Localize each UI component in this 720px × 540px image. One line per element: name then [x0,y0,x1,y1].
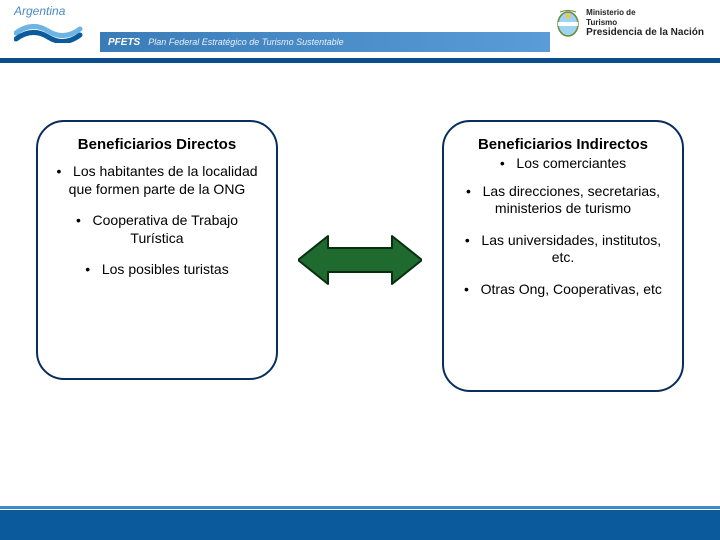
bidirectional-arrow [298,230,422,290]
left-box-directos: Beneficiarios Directos Los habitantes de… [36,120,278,380]
left-item-1: Los habitantes de la localidad que forme… [52,163,262,198]
right-item-4: Otras Ong, Cooperativas, etc [458,281,668,299]
pfets-banner: PFETS Plan Federal Estratégico de Turism… [100,32,550,52]
country-label: Argentina [14,4,84,18]
arrow-icon [298,230,422,290]
right-box-indirectos: Beneficiarios Indirectos Los comerciante… [442,120,684,392]
header-bar: Argentina PFETS Plan Federal Estratégico… [0,0,720,58]
shield-icon [556,10,580,38]
pfets-fullname: Plan Federal Estratégico de Turismo Sust… [148,37,343,47]
ministry-line2: Turismo [586,18,704,28]
right-box-title: Beneficiarios Indirectos [458,136,668,153]
left-box-title: Beneficiarios Directos [52,136,262,153]
footer-bar [0,510,720,540]
right-item-1: Los comerciantes [458,155,668,173]
ministry-line3: Presidencia de la Nación [586,27,704,39]
ministry-text: Ministerio de Turismo Presidencia de la … [586,8,704,39]
ministry-line1: Ministerio de [586,8,704,18]
left-item-2: Cooperativa de Trabajo Turística [52,212,262,247]
right-item-3: Las universidades, institutos, etc. [458,232,668,267]
header-divider [0,58,720,63]
left-item-3: Los posibles turistas [52,261,262,279]
ministry-block: Ministerio de Turismo Presidencia de la … [556,8,704,39]
content-area: Beneficiarios Directos Los habitantes de… [0,80,720,500]
wave-icon [14,19,84,43]
pfets-acronym: PFETS [108,37,140,48]
argentina-logo-block: Argentina [14,4,84,43]
right-item-2: Las direcciones, secretarias, ministerio… [458,183,668,218]
